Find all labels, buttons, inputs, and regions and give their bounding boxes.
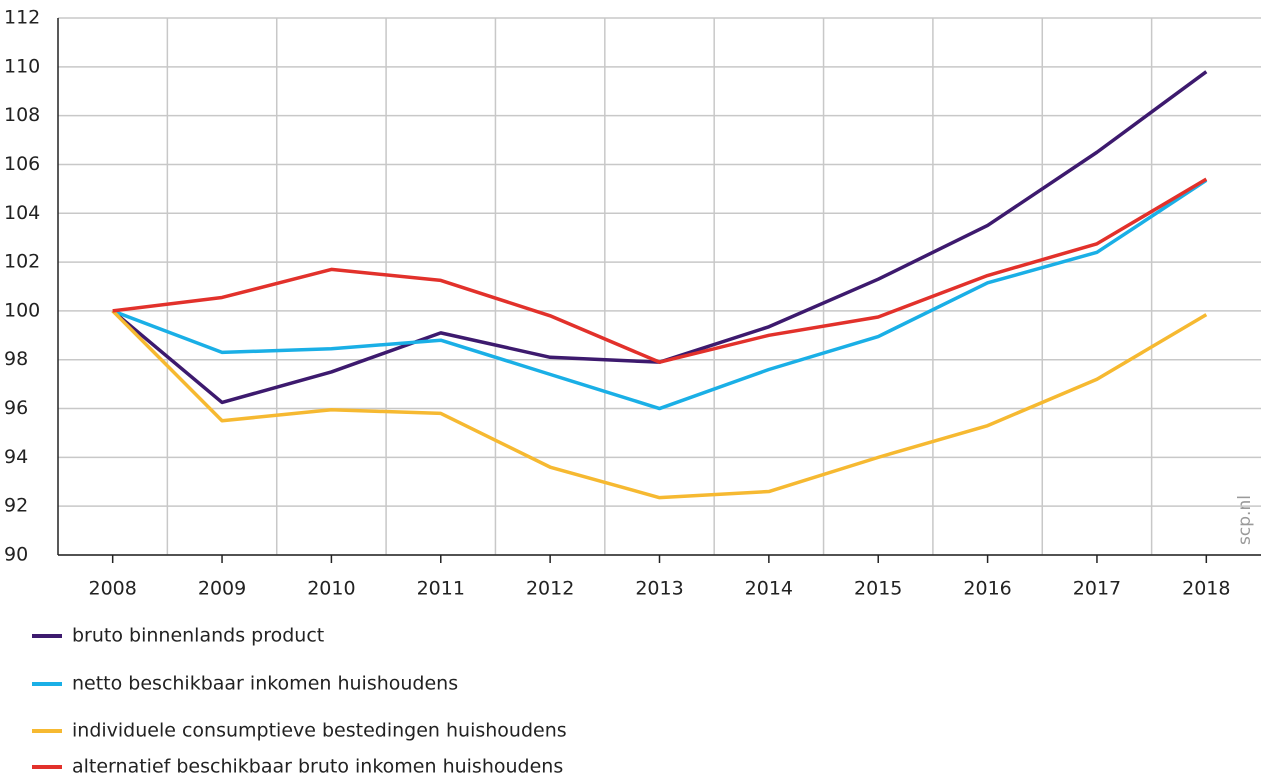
legend-label: bruto binnenlands product	[72, 625, 324, 647]
x-tick-label: 2017	[1073, 578, 1121, 600]
x-tick-label: 2015	[854, 578, 902, 600]
y-tick-label: 106	[4, 153, 40, 175]
x-tick-label: 2013	[635, 578, 683, 600]
legend-label: individuele consumptieve bestedingen hui…	[72, 720, 567, 742]
x-tick-label: 2009	[198, 578, 246, 600]
y-tick-label: 112	[4, 7, 40, 29]
series-line	[111, 309, 1208, 500]
y-tick-label: 94	[4, 446, 28, 468]
y-tick-label: 110	[4, 55, 40, 77]
x-tick-label: 2012	[526, 578, 574, 600]
y-tick-label: 100	[4, 299, 40, 321]
x-tick-label: 2016	[963, 578, 1011, 600]
y-tick-label: 98	[4, 348, 28, 370]
x-tick-label: 2008	[89, 578, 137, 600]
y-tick-label: 92	[4, 495, 28, 517]
y-tick-label: 108	[4, 104, 40, 126]
series-line	[112, 177, 1208, 364]
x-tick-label: 2018	[1182, 578, 1230, 600]
y-tick-label: 96	[4, 397, 28, 419]
x-tick-label: 2011	[417, 578, 465, 600]
x-tick-label: 2010	[307, 578, 355, 600]
y-tick-label: 102	[4, 251, 40, 273]
legend-label: alternatief beschikbaar bruto inkomen hu…	[72, 756, 563, 776]
legend-label: netto beschikbaar inkomen huishoudens	[72, 673, 458, 695]
y-tick-label: 104	[4, 202, 40, 224]
y-tick-label: 90	[4, 544, 28, 566]
series-line	[112, 178, 1208, 411]
watermark: scp.nl	[1235, 495, 1255, 545]
x-tick-label: 2014	[745, 578, 793, 600]
